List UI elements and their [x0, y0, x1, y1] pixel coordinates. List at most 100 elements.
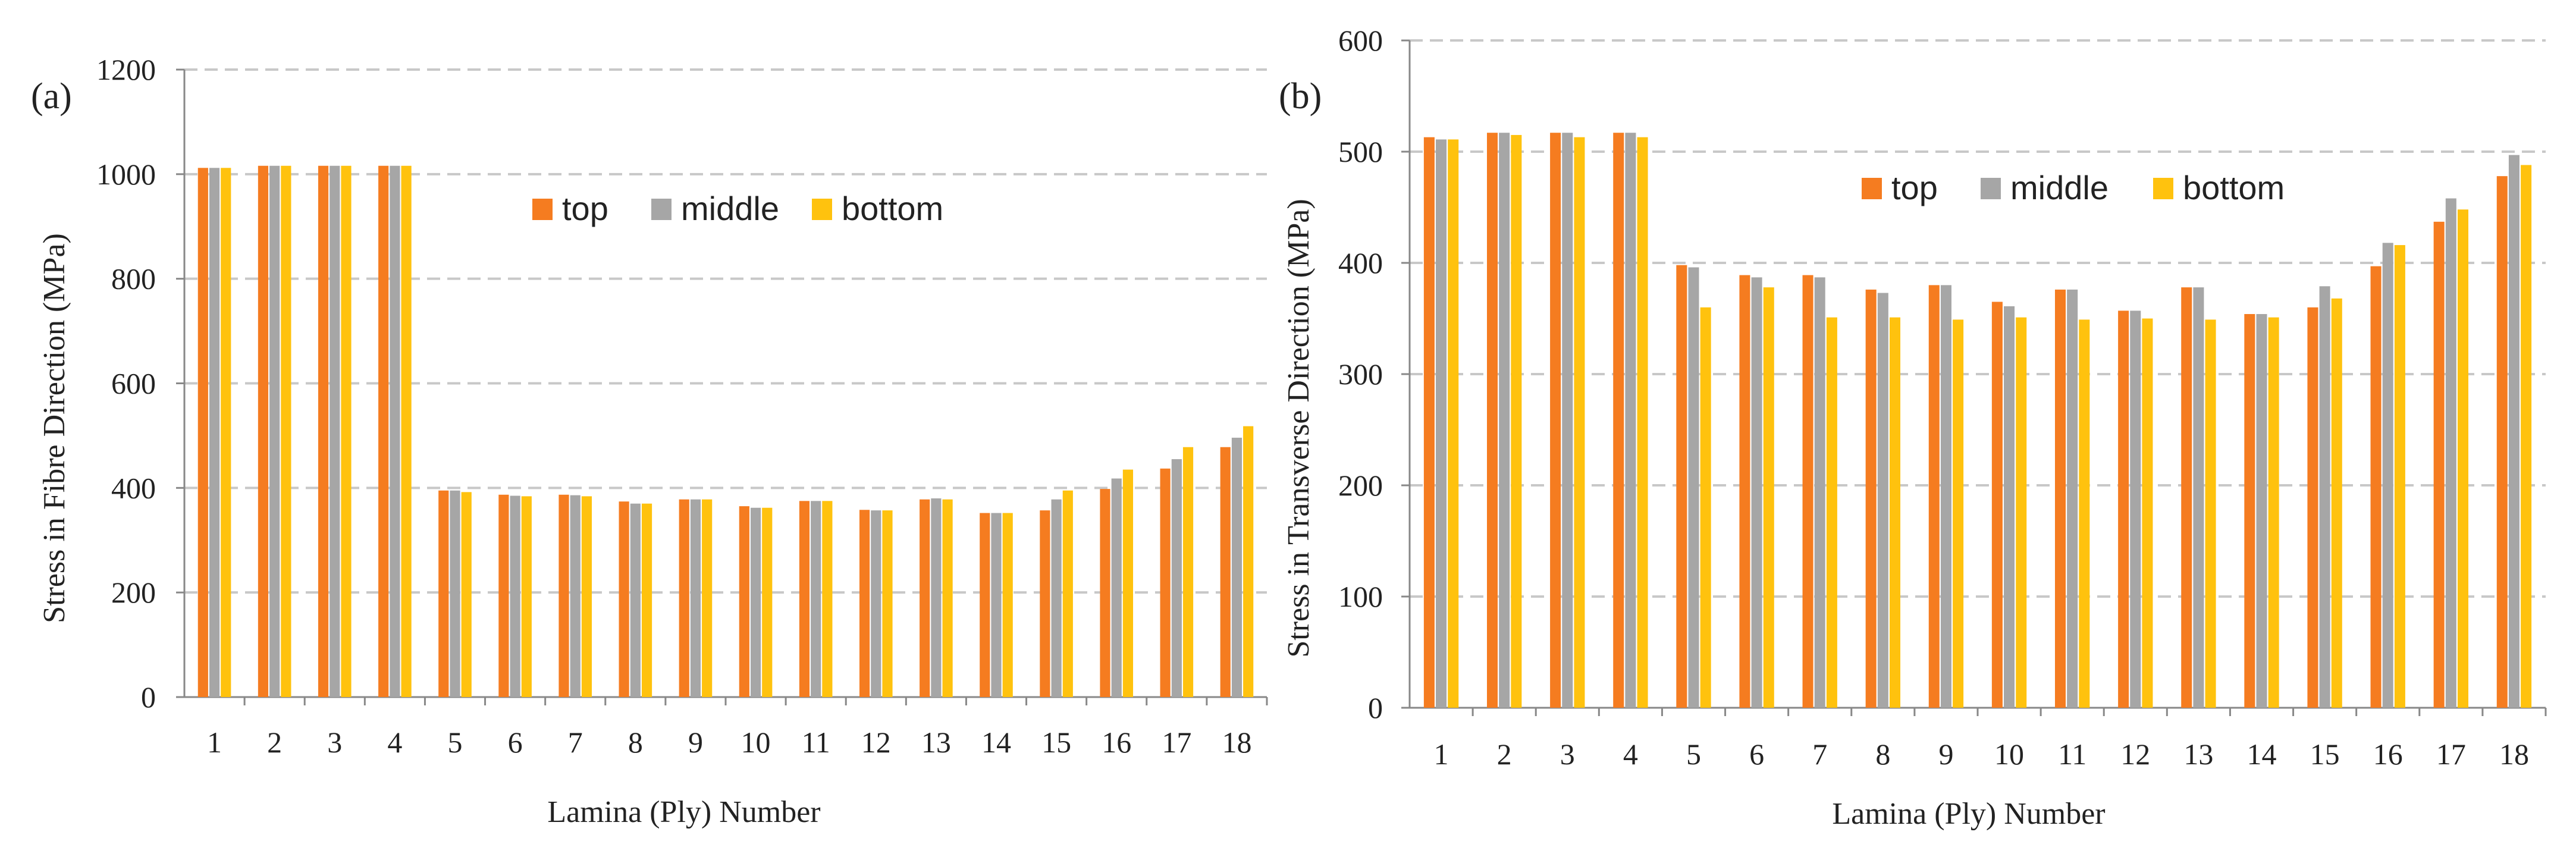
bar-bottom-ply-10	[2016, 317, 2027, 708]
bar-top-ply-8	[1865, 289, 1877, 708]
bar-top-ply-9	[679, 499, 689, 697]
bar-bottom-ply-8	[1889, 317, 1901, 708]
bar-middle-ply-17	[1171, 459, 1182, 697]
bar-top-ply-18	[1220, 447, 1231, 697]
bar-bottom-ply-16	[2394, 245, 2405, 708]
y-tick-label: 200	[1338, 469, 1383, 502]
bar-top-ply-1	[197, 168, 208, 697]
bar-top-ply-15	[2307, 307, 2318, 708]
bar-top-ply-14	[2244, 314, 2255, 708]
bar-bottom-ply-2	[281, 165, 291, 697]
bar-middle-ply-5	[450, 490, 460, 697]
x-tick-label: 7	[568, 726, 583, 759]
bar-middle-ply-5	[1688, 267, 1699, 708]
bar-bottom-ply-9	[1953, 319, 1964, 708]
bar-top-ply-7	[1802, 275, 1813, 708]
bar-top-ply-12	[859, 510, 870, 697]
bar-middle-ply-18	[1231, 437, 1242, 697]
bar-top-ply-4	[1613, 133, 1624, 708]
bar-top-ply-18	[2496, 176, 2508, 708]
y-tick-label: 400	[111, 471, 156, 504]
bar-bottom-ply-7	[581, 496, 592, 697]
y-tick-label: 800	[111, 262, 156, 296]
x-tick-label: 14	[981, 726, 1011, 759]
bar-middle-ply-12	[2130, 310, 2141, 708]
bar-middle-ply-10	[750, 507, 761, 697]
y-axis-title: Stress in Fibre Direction (MPa)	[37, 233, 71, 623]
legend-swatch-bottom	[812, 199, 832, 220]
bar-middle-ply-15	[1051, 499, 1062, 697]
x-tick-label: 10	[1994, 738, 2024, 771]
bar-top-ply-15	[1040, 510, 1050, 697]
legend-label-top: top	[562, 190, 608, 227]
bar-middle-ply-6	[510, 495, 520, 697]
bar-top-ply-6	[1739, 275, 1750, 708]
bar-middle-ply-3	[330, 165, 340, 697]
bar-top-ply-10	[739, 506, 749, 697]
bar-bottom-ply-3	[1574, 137, 1585, 708]
bar-middle-ply-14	[2256, 314, 2267, 708]
bar-top-ply-9	[1928, 285, 1940, 708]
x-tick-label: 15	[2310, 738, 2340, 771]
y-tick-label: 200	[111, 576, 156, 609]
bar-bottom-ply-18	[1243, 426, 1254, 697]
bar-top-ply-2	[1486, 133, 1498, 708]
x-tick-label: 10	[741, 726, 771, 759]
y-tick-label: 1200	[96, 53, 156, 86]
bar-middle-ply-12	[871, 510, 881, 697]
bar-top-ply-16	[1100, 489, 1110, 697]
bar-top-ply-12	[2118, 310, 2129, 708]
x-tick-label: 12	[2120, 738, 2150, 771]
x-tick-label: 1	[207, 726, 222, 759]
bar-bottom-ply-7	[1826, 317, 1837, 708]
x-tick-label: 17	[1162, 726, 1191, 759]
bar-bottom-ply-5	[1700, 307, 1711, 708]
bar-bottom-ply-3	[341, 165, 352, 697]
bar-middle-ply-16	[2382, 243, 2393, 708]
x-axis-title: Lamina (Ply) Number	[1832, 797, 2105, 831]
bar-middle-ply-9	[690, 499, 701, 697]
x-tick-label: 13	[921, 726, 951, 759]
bar-middle-ply-2	[269, 165, 280, 697]
bar-bottom-ply-6	[521, 496, 532, 697]
transverse-stress-chart: (b) Stress in Transverse Direction (MPa)…	[1279, 24, 2547, 831]
bar-bottom-ply-11	[2079, 319, 2090, 708]
bar-bottom-ply-15	[2331, 298, 2342, 708]
bar-middle-ply-6	[1751, 277, 1762, 708]
bar-top-ply-11	[799, 501, 810, 697]
chart-panel-b: (b) Stress in Transverse Direction (MPa)…	[1279, 0, 2576, 863]
bar-bottom-ply-15	[1062, 490, 1073, 697]
legend-label-top: top	[1891, 169, 1938, 206]
y-tick-label: 0	[1368, 691, 1383, 724]
bar-middle-ply-11	[811, 501, 821, 697]
bar-bottom-ply-4	[401, 165, 412, 697]
bar-top-ply-2	[258, 165, 269, 697]
bar-top-ply-11	[2054, 289, 2066, 708]
x-tick-label: 16	[1102, 726, 1131, 759]
bar-bottom-ply-1	[221, 168, 231, 697]
y-tick-label: 0	[141, 680, 156, 714]
legend-swatch-top	[1862, 178, 1882, 199]
bar-middle-ply-8	[630, 503, 641, 697]
bar-top-ply-10	[1991, 302, 2003, 708]
legend: top middle bottom	[1862, 169, 2285, 206]
x-tick-label: 12	[861, 726, 891, 759]
x-tick-label: 2	[267, 726, 282, 759]
bar-bottom-ply-1	[1448, 139, 1459, 708]
bar-middle-ply-1	[1436, 139, 1447, 708]
bar-middle-ply-18	[2508, 155, 2519, 708]
panel-label: (a)	[31, 76, 72, 117]
bar-top-ply-14	[980, 513, 990, 697]
y-tick-label: 600	[111, 367, 156, 400]
bar-bottom-ply-6	[1763, 287, 1774, 708]
legend-swatch-bottom	[2153, 178, 2173, 199]
fibre-stress-chart: (a) Stress in Fibre Direction (MPa) Lami…	[31, 53, 1268, 829]
x-tick-label: 11	[802, 726, 830, 759]
x-tick-label: 13	[2183, 738, 2213, 771]
x-tick-label: 14	[2247, 738, 2277, 771]
bar-middle-ply-7	[1814, 277, 1825, 708]
bar-middle-ply-17	[2445, 198, 2456, 708]
bar-bottom-ply-17	[1182, 447, 1194, 697]
bar-top-ply-17	[2433, 221, 2445, 708]
chart-panel-a: (a) Stress in Fibre Direction (MPa) Lami…	[0, 0, 1279, 863]
